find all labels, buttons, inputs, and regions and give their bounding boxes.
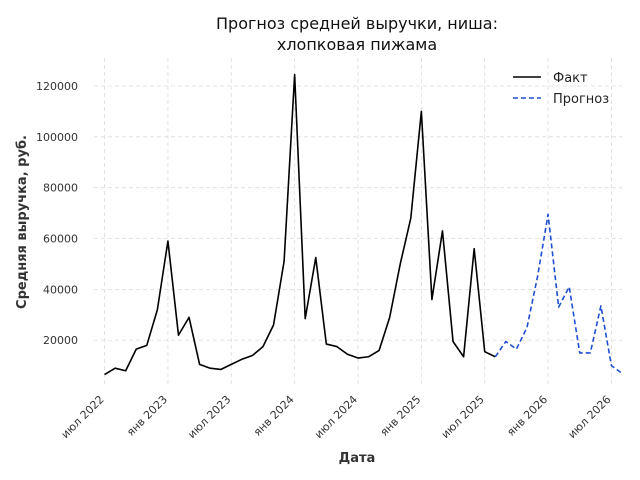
- x-tick-label: июл 2025: [439, 393, 487, 441]
- legend: Факт Прогноз: [513, 71, 609, 107]
- x-tick-label: июл 2024: [312, 393, 360, 441]
- x-tick-label: янв 2023: [124, 393, 170, 439]
- y-axis-ticks: 20000 40000 60000 80000 100000 120000: [36, 80, 78, 347]
- y-tick-label: 80000: [43, 182, 78, 195]
- x-tick-label: янв 2026: [504, 393, 550, 439]
- legend-label-prognoz: Прогноз: [553, 92, 609, 107]
- x-tick-label: июл 2022: [59, 393, 107, 441]
- chart-title-line-2: хлопковая пижама: [277, 35, 437, 54]
- chart-title-line-1: Прогноз средней выручки, ниша:: [216, 14, 498, 33]
- grid: [94, 58, 622, 386]
- y-tick-label: 40000: [43, 283, 78, 296]
- x-axis-label: Дата: [339, 451, 376, 466]
- series-line-prognoz: [494, 213, 623, 374]
- x-tick-label: янв 2024: [251, 393, 297, 439]
- series: [104, 73, 623, 376]
- x-tick-label: июл 2026: [566, 393, 614, 441]
- y-tick-label: 100000: [36, 131, 78, 144]
- y-tick-label: 120000: [36, 80, 78, 93]
- x-axis-ticks: июл 2022 янв 2023 июл 2023 янв 2024 июл 2024…: [59, 393, 614, 441]
- series-line-fakt: [104, 73, 496, 376]
- y-axis-label: Средняя выручка, руб.: [15, 135, 30, 309]
- x-tick-label: июл 2023: [185, 393, 233, 441]
- y-tick-label: 20000: [43, 334, 78, 347]
- legend-label-fakt: Факт: [553, 71, 588, 86]
- y-tick-label: 60000: [43, 233, 78, 246]
- x-tick-label: янв 2025: [378, 393, 424, 439]
